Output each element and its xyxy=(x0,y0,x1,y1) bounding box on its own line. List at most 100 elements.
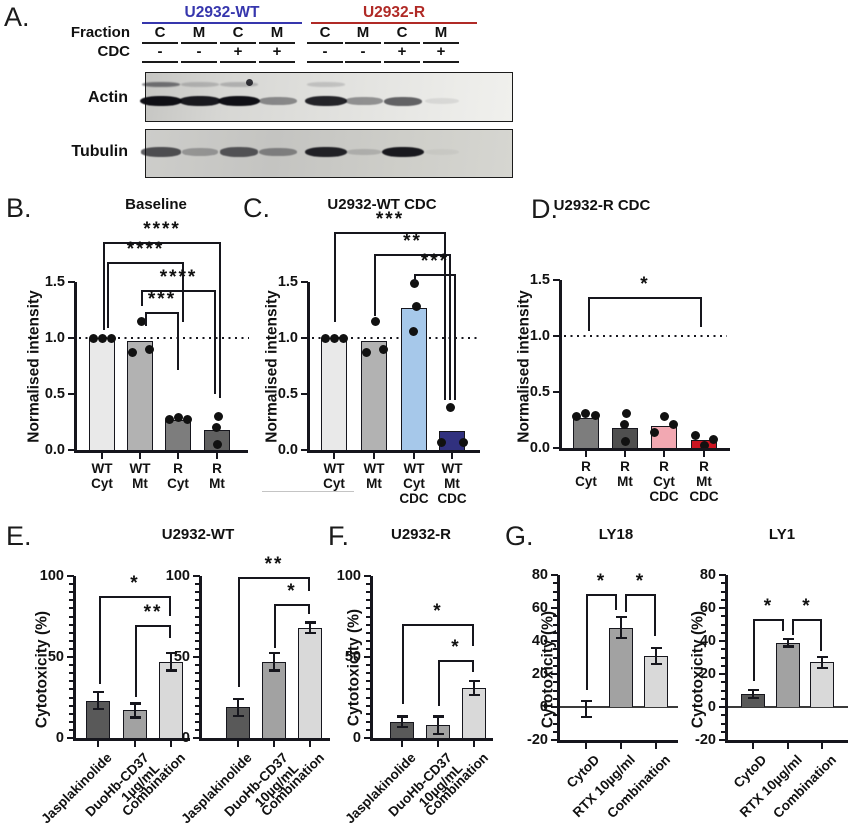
y-tick-label: 100 xyxy=(39,568,64,584)
x-tick xyxy=(176,452,180,459)
reference-line xyxy=(312,337,478,339)
cdc-lane-underline xyxy=(307,61,343,64)
y-tick xyxy=(552,390,560,394)
significance-bracket-leg xyxy=(307,577,310,591)
significance-bracket-leg xyxy=(625,594,628,612)
y-minor-tick xyxy=(366,720,371,723)
y-minor-tick xyxy=(553,722,558,725)
significance-bracket-leg xyxy=(218,242,221,398)
chart-title: Baseline xyxy=(125,196,187,213)
y-minor-tick xyxy=(721,648,726,651)
y-axis xyxy=(557,575,560,743)
error-bar xyxy=(133,702,137,719)
y-minor-tick xyxy=(553,730,558,733)
significance-bracket xyxy=(103,242,221,245)
y-tick-label: 0.0 xyxy=(44,442,65,458)
significance-bracket-leg xyxy=(238,577,241,687)
y-tick xyxy=(550,738,558,742)
x-tick xyxy=(584,742,588,749)
cdc-lane-value: - xyxy=(322,43,328,60)
scatter-dot xyxy=(580,408,590,418)
y-tick-label: 50 xyxy=(47,649,64,665)
y-minor-tick xyxy=(366,623,371,626)
significance-bracket xyxy=(402,624,474,627)
y-minor-tick xyxy=(69,728,74,731)
significance-bracket-leg xyxy=(374,254,377,316)
y-tick-label: 100 xyxy=(165,568,190,584)
significance-bracket-leg xyxy=(334,232,337,322)
y-minor-tick xyxy=(366,696,371,699)
y-tick xyxy=(718,705,726,709)
x-tick xyxy=(372,452,376,459)
error-bar-cap xyxy=(129,716,141,719)
significance-stars: * xyxy=(635,571,646,592)
bar xyxy=(361,341,387,450)
scatter-dot xyxy=(338,333,348,343)
panel-label-f: F. xyxy=(328,521,350,551)
y-minor-tick xyxy=(69,647,74,650)
y-axis xyxy=(725,575,728,743)
error-bar-cap xyxy=(304,621,316,624)
error-bar-cap xyxy=(580,715,592,718)
x-tick xyxy=(786,742,790,749)
error-bar xyxy=(786,637,790,648)
scatter-dot xyxy=(106,333,116,343)
x-tick xyxy=(623,450,627,457)
group-underline-r xyxy=(311,22,477,25)
y-minor-tick xyxy=(366,591,371,594)
y-minor-tick xyxy=(69,688,74,691)
y-tick-label: 1.0 xyxy=(277,330,298,346)
chart-title: U2932-R CDC xyxy=(553,197,651,214)
y-minor-tick xyxy=(69,607,74,610)
error-bar-cap xyxy=(782,645,794,648)
fraction-lane-underline xyxy=(307,42,343,45)
y-minor-tick xyxy=(721,697,726,700)
significance-bracket-leg xyxy=(274,604,277,648)
protein-band-faint xyxy=(181,82,219,87)
error-bar xyxy=(619,616,623,640)
significance-bracket xyxy=(99,596,171,599)
scatter-dot xyxy=(173,413,183,423)
fraction-lane-underline xyxy=(423,42,459,45)
y-tick xyxy=(363,655,371,659)
y-tick xyxy=(718,672,726,676)
tubulin-blot-image xyxy=(141,129,513,178)
significance-stars: * xyxy=(287,581,297,602)
y-minor-tick xyxy=(195,696,200,699)
y-tick-label: 0.5 xyxy=(529,384,550,400)
significance-bracket xyxy=(588,297,702,300)
error-bar-cap xyxy=(396,715,408,718)
y-axis xyxy=(73,576,76,741)
x-category-label: WT Cyt CDC xyxy=(399,461,429,506)
error-bar xyxy=(654,646,658,665)
y-minor-tick xyxy=(69,696,74,699)
y-tick-label: 0 xyxy=(707,699,716,715)
cdc-lane-value: - xyxy=(360,43,366,60)
x-tick xyxy=(169,740,173,747)
bar xyxy=(165,419,191,450)
cdc-lane-value: - xyxy=(196,43,202,60)
group-label-u2932-r: U2932-R xyxy=(362,4,426,21)
y-minor-tick xyxy=(69,639,74,642)
scatter-dot xyxy=(659,412,669,422)
protein-band xyxy=(181,148,219,156)
y-minor-tick xyxy=(195,623,200,626)
y-tick xyxy=(552,446,560,450)
y-tick xyxy=(300,280,308,284)
fraction-lane-underline xyxy=(181,42,217,45)
significance-bracket-leg xyxy=(471,660,474,672)
error-bar-cap xyxy=(650,662,662,665)
y-tick xyxy=(192,574,200,578)
significance-stars: * xyxy=(451,637,461,658)
y-minor-tick xyxy=(366,647,371,650)
y-minor-tick xyxy=(553,664,558,667)
fraction-lane-value: M xyxy=(270,24,284,41)
significance-stars: * xyxy=(763,596,774,617)
y-minor-tick xyxy=(721,730,726,733)
protein-band xyxy=(219,147,259,157)
significance-bracket xyxy=(625,594,656,597)
cdc-row-label: CDC xyxy=(97,43,131,60)
y-minor-tick xyxy=(366,583,371,586)
protein-band-faint xyxy=(142,82,180,87)
y-axis-label: Cytotoxicity (%) xyxy=(539,610,557,729)
